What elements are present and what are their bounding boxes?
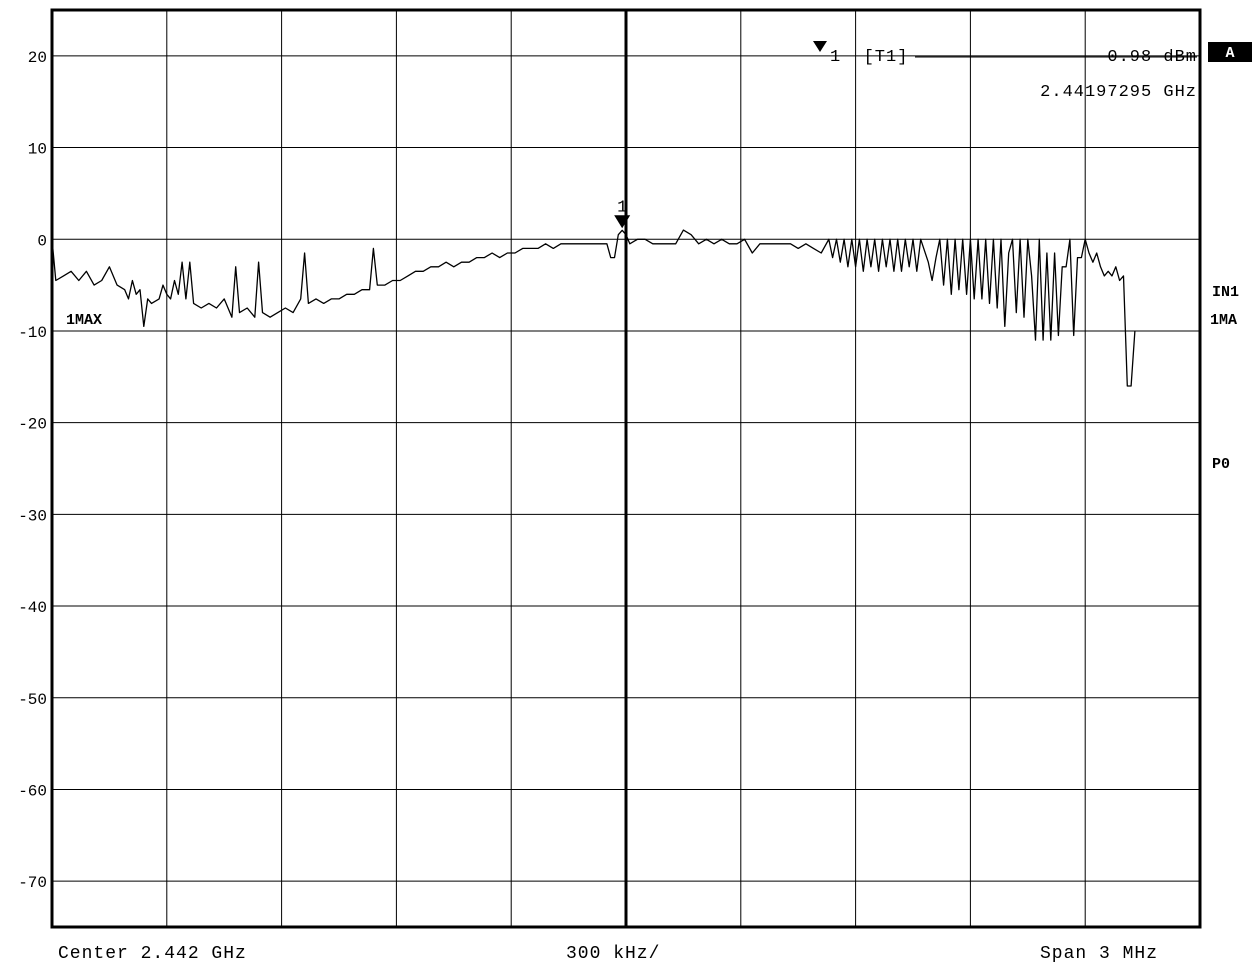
y-tick-label: -70 [18,874,47,892]
marker-readout-frequency: 2.44197295 GHz [1040,83,1197,102]
y-tick-label: -20 [18,416,47,434]
trace-mode-label: 1MA [1210,312,1237,329]
marker-readout-label: 1 [T1] [830,48,908,67]
frequency-per-division: 300 kHz/ [566,944,661,964]
span: Span 3 MHz [1040,944,1159,964]
input-label: IN1 [1212,284,1239,301]
y-tick-label: -40 [18,599,47,617]
y-axis-ticks: 20 10 0 -10 -20 -30 -40 -50 -60 -70 [18,49,47,892]
y-tick-label: -50 [18,691,47,709]
trace-line [51,229,1136,387]
y-tick-label: 20 [28,49,47,67]
preamp-label: P0 [1212,456,1230,473]
marker-number: 1 [617,198,628,217]
plot-frame [50,8,1202,929]
y-tick-label: -60 [18,782,47,800]
a-box-label: A [1225,45,1234,62]
marker-triangle-icon [614,215,631,229]
readout-triangle-icon [813,41,827,52]
center-frequency: Center 2.442 GHz [58,944,247,964]
trace-label: 1MAX [66,312,102,329]
a-box [1208,42,1252,62]
y-tick-label: -30 [18,507,47,525]
y-tick-label: 10 [28,141,47,159]
y-tick-label: 0 [37,232,47,250]
y-tick-label: -10 [18,324,47,342]
grid [52,10,1200,927]
marker-1: 1 [614,198,631,229]
